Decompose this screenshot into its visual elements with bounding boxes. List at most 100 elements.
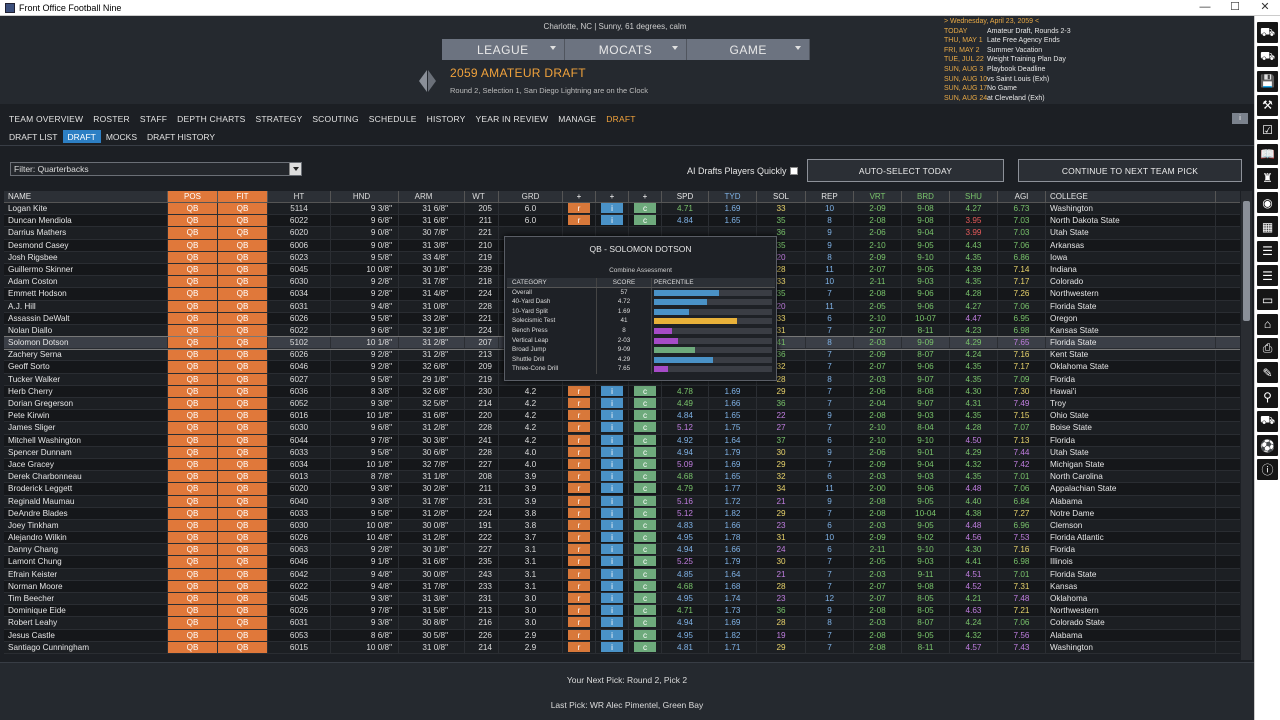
subtab-draft-list[interactable]: DRAFT LIST xyxy=(9,132,58,142)
table-row[interactable]: Mitchell Washington QB QB 6044 9 7/8" 30 3/8"… xyxy=(4,434,1240,447)
table-row[interactable]: Derek Charbonneau QB QB 6013 8 7/8" 31 1/8" 20… xyxy=(4,471,1240,484)
column-header[interactable]: + xyxy=(596,191,629,202)
table-row[interactable]: Efrain Keister QB QB 6042 9 4/8" 30 0/8" 243 3.… xyxy=(4,568,1240,581)
book-icon[interactable]: 📖 xyxy=(1257,143,1278,165)
subtab-mocks[interactable]: MOCKS xyxy=(105,132,138,142)
tools-icon[interactable]: ⚒ xyxy=(1257,94,1278,116)
calendar-event[interactable]: SUN, AUG 3 Playbook Deadline xyxy=(944,65,1144,75)
column-header[interactable]: GRD xyxy=(499,191,563,202)
monitor-icon[interactable]: ▭ xyxy=(1257,289,1278,311)
table-row[interactable]: Tim Beecher QB QB 6045 9 3/8" 31 3/8" 231 3.0 r i… xyxy=(4,593,1240,606)
tab-team-overview[interactable]: TEAM OVERVIEW xyxy=(9,114,84,124)
table-row[interactable]: James Sliger QB QB 6030 9 6/8" 31 2/8" 228 4.2 r… xyxy=(4,422,1240,435)
column-header[interactable]: WT xyxy=(465,191,499,202)
soccer-ball-icon[interactable]: ⚽ xyxy=(1257,435,1278,457)
calendar-event[interactable]: SUN, AUG 10 vs Saint Louis (Exh) xyxy=(944,75,1144,85)
column-header[interactable]: HND xyxy=(331,191,399,202)
tab-staff[interactable]: STAFF xyxy=(139,114,168,124)
table-row[interactable]: DeAndre Blades QB QB 6033 9 5/8" 31 2/8" 224 3.… xyxy=(4,507,1240,520)
column-header[interactable]: TYD xyxy=(709,191,757,202)
info-icon[interactable]: ⓘ xyxy=(1257,459,1278,481)
list-icon[interactable]: ☰ xyxy=(1257,265,1278,286)
table-row[interactable]: Reginald Maumau QB QB 6040 9 3/8" 31 7/8" 231 3… xyxy=(4,495,1240,508)
printer-icon[interactable]: ⎙ xyxy=(1257,337,1278,359)
pen-icon[interactable]: ✎ xyxy=(1257,362,1278,384)
column-header[interactable]: AGI xyxy=(998,191,1046,202)
nav-team[interactable]: MOCATS xyxy=(564,39,688,60)
save-icon[interactable]: 💾 xyxy=(1257,70,1278,92)
table-row[interactable]: Alejandro Wilkin QB QB 6026 10 4/8" 31 2/8" 22… xyxy=(4,532,1240,545)
tab-schedule[interactable]: SCHEDULE xyxy=(368,114,417,124)
tab-depth-charts[interactable]: DEPTH CHARTS xyxy=(177,114,246,124)
column-header[interactable]: FIT xyxy=(218,191,268,202)
calendar-event[interactable]: THU, MAY 1 Late Free Agency Ends xyxy=(944,36,1144,46)
eye-icon[interactable]: ◉ xyxy=(1257,192,1278,214)
column-header[interactable]: VRT xyxy=(854,191,902,202)
list-icon[interactable]: ☰ xyxy=(1257,240,1278,262)
calendar-event[interactable]: TUE, JUL 22 Weight Training Plan Day xyxy=(944,55,1144,65)
column-header[interactable]: POS xyxy=(168,191,218,202)
column-header[interactable]: SPD xyxy=(662,191,709,202)
tab-manage[interactable]: MANAGE xyxy=(558,114,597,124)
close-button[interactable]: ✕ xyxy=(1260,1,1270,13)
calendar-event[interactable]: FRI, MAY 2 Summer Vacation xyxy=(944,46,1144,56)
subtab-draft-history[interactable]: DRAFT HISTORY xyxy=(147,132,216,142)
table-row[interactable]: Joey Tinkham QB QB 6030 10 0/8" 30 0/8" 191 3.8… xyxy=(4,519,1240,533)
table-row[interactable]: Dominique Eide QB QB 6026 9 7/8" 31 5/8" 213 3.… xyxy=(4,605,1240,618)
table-row[interactable]: Pete Kirwin QB QB 6016 10 1/8" 31 6/8" 220 4.2 r… xyxy=(4,410,1240,423)
ai-drafts-checkbox[interactable] xyxy=(789,167,798,175)
table-row[interactable]: Duncan Mendiola QB QB 6022 9 6/8" 31 6/8" 211 6… xyxy=(4,215,1240,228)
table-row[interactable]: Santiago Cunningham QB QB 6015 10 0/8" 31 0/8… xyxy=(4,641,1240,654)
tab-draft[interactable]: DRAFT xyxy=(606,114,636,124)
nav-game[interactable]: GAME xyxy=(687,39,811,60)
column-header[interactable]: REP xyxy=(806,191,854,202)
tab-strategy[interactable]: STRATEGY xyxy=(255,114,303,124)
checklist-icon[interactable]: ☑ xyxy=(1257,119,1278,141)
nav-league[interactable]: LEAGUE xyxy=(442,39,565,60)
table-row[interactable]: Jace Gracey QB QB 6034 10 1/8" 32 7/8" 227 4.0 r… xyxy=(4,458,1240,472)
column-header[interactable]: + xyxy=(563,191,596,202)
auto-select-button[interactable]: AUTO-SELECT TODAY xyxy=(807,159,1004,182)
tab-roster[interactable]: ROSTER xyxy=(93,114,130,124)
table-row[interactable]: Spencer Dunnam QB QB 6033 9 5/8" 30 6/8" 228 4.… xyxy=(4,446,1240,459)
table-row[interactable]: Norman Moore QB QB 6022 9 4/8" 31 7/8" 233 3.1 r… xyxy=(4,580,1240,593)
table-row[interactable]: Herb Cherry QB QB 6036 8 3/8" 32 6/8" 230 4.2 r i… xyxy=(4,385,1240,398)
tag-icon[interactable]: ⌂ xyxy=(1257,313,1278,335)
table-row[interactable]: Danny Chang QB QB 6063 9 2/8" 30 1/8" 227 3.1 r i… xyxy=(4,544,1240,557)
continue-button[interactable]: CONTINUE TO NEXT TEAM PICK xyxy=(1018,159,1242,182)
maximize-button[interactable]: ☐ xyxy=(1230,1,1240,13)
tab-history[interactable]: HISTORY xyxy=(426,114,466,124)
table-row[interactable]: Robert Leahy QB QB 6031 9 3/8" 30 8/8" 216 3.0 r… xyxy=(4,617,1240,630)
chevron-down-icon[interactable] xyxy=(289,163,301,175)
car-icon[interactable]: ⛟ xyxy=(1257,46,1278,68)
magnifier-icon[interactable]: ⚲ xyxy=(1257,386,1278,408)
tab-year-in-review[interactable]: YEAR IN REVIEW xyxy=(475,114,549,124)
column-header[interactable]: HT xyxy=(268,191,331,202)
column-header[interactable]: SOL xyxy=(757,191,806,202)
cart-icon[interactable]: ⛟ xyxy=(1257,410,1278,432)
calendar-event[interactable]: SUN, AUG 17 No Game xyxy=(944,84,1144,94)
table-row[interactable]: Lamont Chung QB QB 6046 9 1/8" 31 6/8" 235 3.1 r… xyxy=(4,556,1240,569)
column-header[interactable]: COLLEGE xyxy=(1046,191,1216,202)
column-header[interactable]: ARM xyxy=(399,191,465,202)
column-header[interactable]: + xyxy=(629,191,662,202)
table-scrollbar[interactable] xyxy=(1241,191,1252,660)
grid-icon[interactable]: ▦ xyxy=(1257,216,1278,238)
tab-scouting[interactable]: SCOUTING xyxy=(312,114,359,124)
car-icon[interactable]: ⛟ xyxy=(1257,22,1278,43)
info-button[interactable]: i xyxy=(1232,113,1248,124)
position-filter-select[interactable]: Filter: Quarterbacks xyxy=(10,162,302,176)
table-row[interactable]: Jesus Castle QB QB 6053 8 6/8" 30 5/8" 226 2.9 r… xyxy=(4,629,1240,642)
table-row[interactable]: Broderick Leggett QB QB 6020 9 3/8" 30 2/8" 21… xyxy=(4,483,1240,496)
table-row[interactable]: Logan Kite QB QB 5114 9 3/8" 31 6/8" 205 6.0 r i c… xyxy=(4,203,1240,216)
scrollbar-thumb[interactable] xyxy=(1243,201,1250,321)
table-row[interactable]: Dorian Gregerson QB QB 6052 9 3/8" 32 5/8" 214… xyxy=(4,398,1240,411)
calendar-event[interactable]: TODAY Amateur Draft, Rounds 2-3 xyxy=(944,27,1144,37)
column-header[interactable]: NAME xyxy=(4,191,168,202)
trophy-icon[interactable]: ♜ xyxy=(1257,167,1278,189)
column-header[interactable]: SHU xyxy=(950,191,998,202)
subtab-draft[interactable]: DRAFT xyxy=(62,130,101,143)
calendar-event[interactable]: SUN, AUG 24 at Cleveland (Exh) xyxy=(944,94,1144,104)
ai-drafts-toggle[interactable]: AI Drafts Players Quickly xyxy=(687,166,798,176)
column-header[interactable]: BRD xyxy=(902,191,950,202)
